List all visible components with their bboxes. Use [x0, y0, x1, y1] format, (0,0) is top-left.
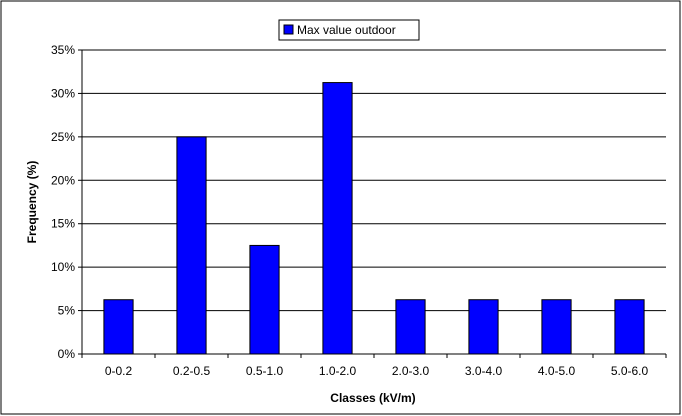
legend-swatch — [283, 24, 294, 35]
plot-area: 0% 5% 10% 15% 20% 25% 30% 35% 0-0.2 0.2-0.5 0.5-1.… — [51, 43, 667, 378]
bar — [322, 82, 353, 355]
y-tick-label: 5% — [58, 304, 76, 318]
y-tick-label: 15% — [51, 217, 75, 231]
x-tick-label: 5.0-6.0 — [611, 364, 649, 378]
legend-box — [278, 19, 420, 41]
y-tick-label: 20% — [51, 173, 75, 187]
bar — [614, 299, 645, 355]
x-axis-title: Classes (kV/m) — [330, 391, 415, 405]
x-tick-label: 3.0-4.0 — [465, 364, 503, 378]
bar — [395, 299, 426, 355]
x-tick-label: 2.0-3.0 — [392, 364, 430, 378]
legend-label: Max value outdoor — [297, 23, 396, 37]
y-tick-label: 10% — [51, 260, 75, 274]
bar — [103, 299, 134, 355]
y-tick-label: 30% — [51, 86, 75, 100]
x-tick-label: 0.5-1.0 — [246, 364, 284, 378]
y-axis-title: Frequency (%) — [25, 161, 39, 244]
x-tick-label: 4.0-5.0 — [538, 364, 576, 378]
bar — [249, 244, 280, 355]
plot-background — [82, 50, 666, 354]
legend: Max value outdoor — [278, 19, 420, 41]
y-tick-label: 0% — [58, 347, 76, 361]
y-tick-label: 35% — [51, 43, 75, 57]
x-tick-label: 0-0.2 — [105, 364, 133, 378]
x-tick-label: 0.2-0.5 — [173, 364, 211, 378]
bar — [541, 299, 572, 355]
bar — [176, 136, 207, 355]
x-tick-label: 1.0-2.0 — [319, 364, 357, 378]
y-tick-label: 25% — [51, 130, 75, 144]
bar — [468, 299, 499, 355]
